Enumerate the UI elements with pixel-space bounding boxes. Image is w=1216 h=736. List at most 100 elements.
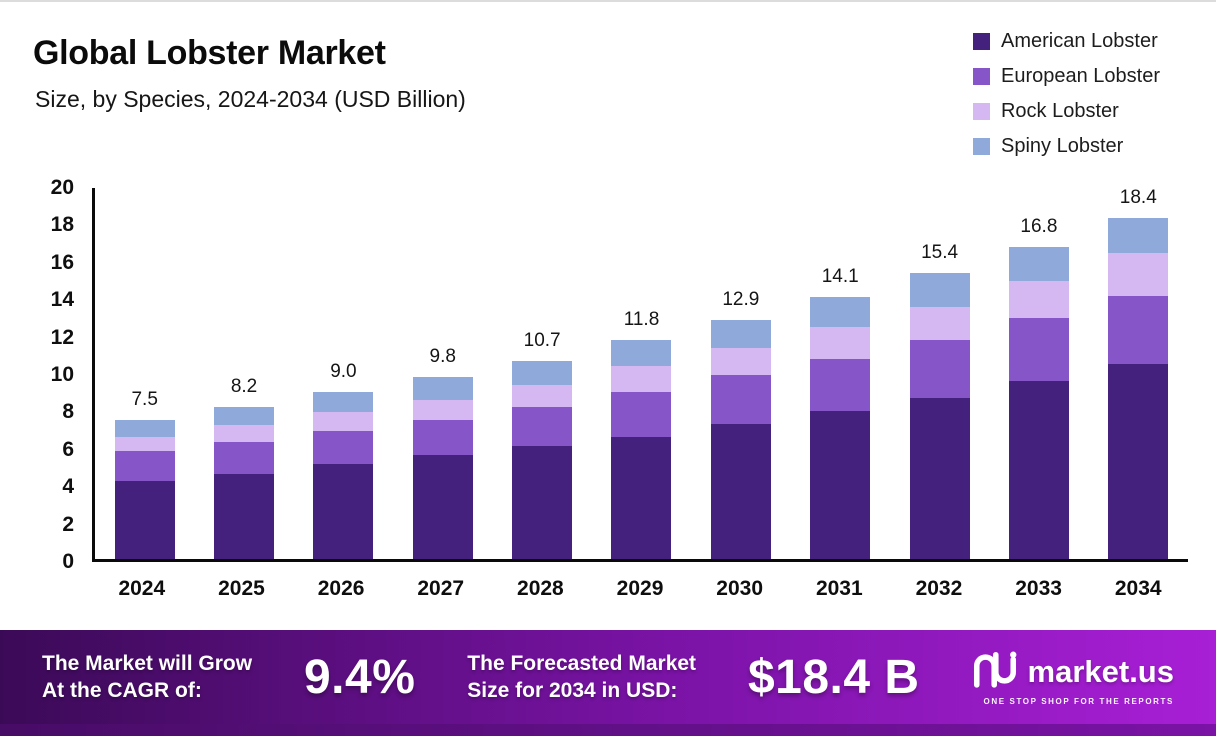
legend-item: Spiny Lobster — [972, 135, 1160, 158]
legend-label: American Lobster — [1000, 30, 1158, 52]
bar-segment — [710, 423, 771, 559]
bar-segment — [114, 419, 175, 437]
bar-total-label: 14.1 — [821, 266, 859, 288]
bar-segment — [710, 347, 771, 376]
bar-segment — [214, 406, 275, 426]
chart: 0 2 4 6 8 10 12 14 16 18 20 7.5 8.2 9.0 9.8 10.7 11.8 12… — [36, 176, 1188, 600]
y-axis-label: 8 — [62, 400, 74, 424]
y-axis-label: 20 — [50, 176, 74, 199]
bar-segment — [909, 306, 970, 341]
bar-segment — [412, 455, 473, 559]
x-axis-label: 2027 — [417, 577, 465, 600]
bar-segment — [810, 297, 871, 328]
cagr-value: 9.4% — [303, 650, 416, 704]
x-axis-label: 2024 — [118, 577, 166, 600]
x-axis-label: 2031 — [815, 577, 863, 600]
bar-segment — [1008, 280, 1069, 318]
bar-total-label: 8.2 — [230, 375, 258, 397]
legend-item: American Lobster — [972, 30, 1160, 53]
bar-stack — [909, 188, 970, 559]
bar-total-label: 15.4 — [921, 242, 959, 264]
bar-total-label: 9.0 — [330, 361, 357, 383]
bar-segment — [313, 431, 374, 465]
bar-column: 7.5 — [95, 188, 194, 559]
y-axis-labels: 0 2 4 6 8 10 12 14 16 18 20 — [36, 176, 82, 573]
x-axis-label: 2029 — [616, 577, 664, 600]
brand-block: market.us ONE STOP SHOP FOR THE REPORTS — [972, 648, 1174, 706]
y-axis-label: 18 — [50, 213, 74, 237]
bar-stack — [214, 188, 275, 559]
bar-segment — [1108, 217, 1169, 253]
bar-segment — [611, 392, 672, 437]
bar-column: 9.0 — [294, 188, 393, 559]
bar-segment — [214, 473, 275, 559]
forecast-caption-line1: The Forecasted Market — [467, 651, 697, 675]
y-axis-label: 10 — [50, 363, 74, 386]
bar-segment — [214, 442, 275, 474]
y-axis-label: 16 — [50, 250, 74, 274]
x-axis-label: 2026 — [317, 577, 365, 600]
bar-segment — [1108, 364, 1169, 559]
bar-segment — [512, 384, 573, 407]
legend-label: Spiny Lobster — [1000, 135, 1124, 157]
bar-segment — [611, 366, 672, 393]
bar-column: 12.9 — [691, 188, 790, 559]
chart-title: Global Lobster Market — [33, 34, 386, 72]
bar-segment — [1108, 295, 1169, 365]
cagr-caption: The Market will Grow At the CAGR of: — [42, 650, 252, 705]
bar-segment — [611, 340, 672, 367]
legend-label: European Lobster — [1000, 65, 1160, 87]
forecast-caption: The Forecasted Market Size for 2034 in U… — [467, 650, 696, 705]
legend-swatch — [972, 103, 990, 120]
bar-segment — [710, 319, 771, 348]
bar-total-label: 9.8 — [429, 346, 456, 368]
x-axis-label: 2028 — [517, 577, 564, 600]
bar-segment — [512, 445, 573, 559]
legend: American Lobster European Lobster Rock Lob… — [972, 30, 1160, 158]
cagr-caption-line1: The Market will Grow — [42, 651, 253, 675]
legend-swatch — [972, 68, 990, 85]
bar-column: 18.4 — [1089, 187, 1188, 559]
x-axis-label: 2032 — [915, 577, 963, 600]
forecast-caption-line2: Size for 2034 in USD: — [467, 679, 678, 702]
bar-stack — [114, 188, 175, 559]
chart-subtitle: Size, by Species, 2024-2034 (USD Billion… — [35, 86, 466, 112]
bar-stack — [1008, 188, 1069, 559]
y-axis-label: 14 — [50, 288, 74, 312]
y-axis-label: 12 — [50, 325, 74, 349]
y-axis-label: 2 — [62, 512, 74, 536]
y-axis-label: 4 — [62, 475, 74, 499]
bar-total-label: 10.7 — [523, 329, 561, 351]
bar-segment — [909, 340, 970, 398]
bar-total-label: 12.9 — [722, 288, 760, 310]
plot-area: 7.5 8.2 9.0 9.8 10.7 11.8 12.9 14.1 15.4 16.8 18.4 — [92, 187, 1188, 562]
bar-column: 11.8 — [592, 188, 691, 559]
bar-segment — [114, 451, 175, 482]
bar-segment — [1008, 317, 1069, 381]
bar-segment — [1108, 252, 1169, 296]
legend-item: Rock Lobster — [972, 100, 1160, 123]
bar-column: 10.7 — [492, 188, 591, 559]
bar-column: 8.2 — [194, 188, 293, 559]
x-axis-label: 2033 — [1015, 577, 1062, 600]
bar-segment — [909, 273, 970, 307]
cagr-caption-line2: At the CAGR of: — [42, 679, 202, 702]
bar-segment — [810, 358, 871, 411]
bar-stack — [512, 188, 573, 559]
bar-segment — [1008, 247, 1069, 281]
bar-segment — [1008, 380, 1069, 559]
legend-label: Rock Lobster — [1000, 100, 1119, 122]
x-axis-label: 2030 — [716, 577, 764, 600]
bar-segment — [412, 399, 473, 420]
bar-stack — [313, 188, 374, 559]
bar-column: 14.1 — [791, 188, 890, 559]
bar-segment — [313, 392, 374, 413]
bar-total-label: 16.8 — [1020, 216, 1058, 238]
bar-segment — [512, 406, 573, 446]
bar-stack — [412, 188, 473, 559]
bar-column: 15.4 — [890, 188, 989, 559]
bar-segment — [710, 375, 771, 424]
y-axis-label: 0 — [62, 550, 74, 573]
bar-segment — [313, 412, 374, 432]
